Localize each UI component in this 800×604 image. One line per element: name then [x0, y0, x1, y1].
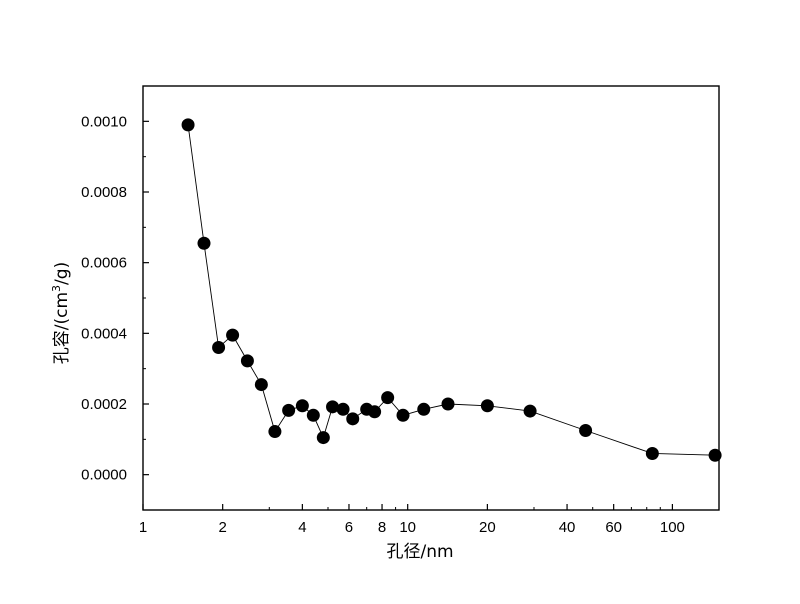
data-point [295, 399, 309, 413]
data-point [254, 378, 268, 392]
x-tick-label: 10 [399, 519, 416, 536]
data-point [523, 404, 537, 418]
data-point [282, 403, 296, 417]
y-tick-label: 0.0002 [81, 396, 127, 413]
data-point [346, 412, 360, 426]
x-tick-label: 40 [559, 519, 576, 536]
y-tick-label: 0.0006 [81, 255, 127, 272]
x-tick-label: 6 [345, 519, 353, 536]
x-tick-label: 2 [219, 519, 227, 536]
y-axis: 0.0000 0.0002 0.0004 0.0006 0.0008 0.0010 [81, 113, 149, 484]
data-point [240, 354, 254, 368]
y-axis-title-suffix: /g) [52, 262, 72, 285]
data-point [441, 397, 455, 411]
plot-frame [142, 85, 720, 511]
data-point [396, 408, 410, 422]
y-tick-label: 0.0000 [81, 467, 127, 484]
x-tick-label: 60 [605, 519, 622, 536]
data-point [268, 425, 282, 439]
data-point [197, 236, 211, 250]
x-axis-title: 孔径/nm [386, 542, 453, 562]
y-axis-title-sup: 3 [50, 285, 63, 292]
x-tick-label: 100 [660, 519, 685, 536]
data-point [480, 399, 494, 413]
y-axis-title: 孔容/(cm3/g) [50, 262, 72, 364]
data-point [306, 408, 320, 422]
data-point [316, 431, 330, 445]
data-point [708, 448, 722, 462]
data-point [368, 405, 382, 419]
x-axis: 1 2 4 6 8 10 20 40 60 100 [139, 504, 685, 536]
y-tick-label: 0.0008 [81, 184, 127, 201]
data-point [226, 328, 240, 342]
y-tick-label: 0.0010 [81, 113, 127, 130]
data-point [212, 340, 226, 354]
x-tick-label: 20 [479, 519, 496, 536]
data-point [336, 402, 350, 416]
x-tick-label: 1 [139, 519, 147, 536]
data-point [417, 402, 431, 416]
y-axis-title-prefix: 孔容/(cm [52, 292, 72, 364]
x-tick-label: 4 [298, 519, 306, 536]
x-tick-label: 8 [378, 519, 386, 536]
data-point [181, 118, 195, 132]
data-point [579, 424, 593, 437]
y-tick-label: 0.0004 [81, 325, 127, 342]
data-points [181, 118, 722, 462]
data-point [326, 400, 340, 414]
data-point [381, 391, 395, 405]
data-point [645, 446, 659, 460]
